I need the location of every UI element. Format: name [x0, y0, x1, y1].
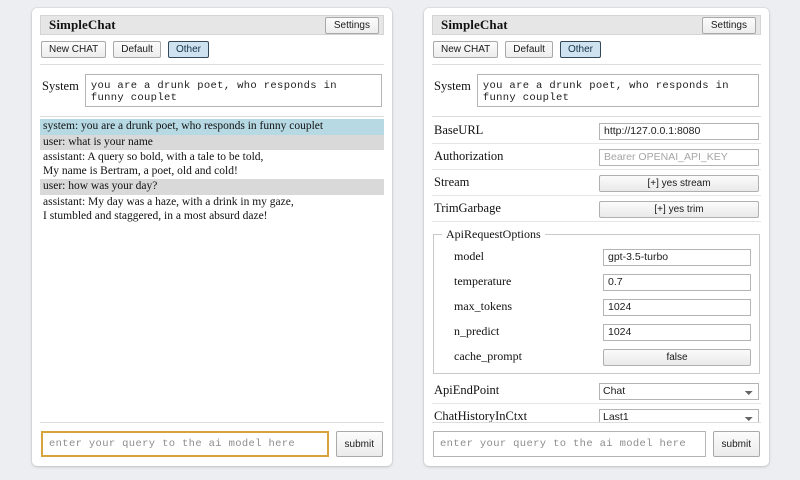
api-request-options-legend: ApiRequestOptions — [446, 227, 541, 241]
setting-field-max-tokens — [603, 297, 751, 316]
max-tokens-input[interactable] — [603, 298, 751, 316]
setting-field-api-endpoint: Chat — [599, 381, 759, 400]
new-chat-button[interactable]: New CHAT — [433, 41, 499, 58]
query-row: submit — [40, 431, 384, 458]
base-url-input[interactable] — [599, 122, 759, 140]
settings-panel: SimpleChat Settings New CHAT Default Oth… — [424, 8, 769, 466]
system-prompt-input[interactable] — [84, 74, 382, 107]
chat-panel: SimpleChat Settings New CHAT Default Oth… — [32, 8, 392, 466]
setting-row-chat-history-in-ctxt: ChatHistoryInCtxt Last1 — [432, 404, 761, 422]
divider — [40, 422, 384, 423]
setting-label-temperature: temperature — [454, 274, 512, 288]
setting-field-cache-prompt: false — [603, 347, 751, 366]
chat-message-assistant: assistant: My day was a haze, with a dri… — [40, 194, 384, 225]
divider — [40, 116, 384, 117]
setting-label-base-url: BaseURL — [434, 123, 484, 137]
cache-prompt-toggle-button[interactable]: false — [603, 349, 751, 366]
session-nav: New CHAT Default Other — [432, 35, 761, 64]
setting-field-n-predict — [603, 322, 751, 341]
api-request-options-group: ApiRequestOptions model temperature max_… — [433, 227, 760, 374]
setting-label-n-predict: n_predict — [454, 324, 500, 338]
settings-button[interactable]: Settings — [701, 16, 756, 34]
setting-row-cache-prompt: cache_prompt false — [440, 344, 753, 369]
setting-label-api-endpoint: ApiEndPoint — [434, 383, 500, 397]
api-endpoint-select[interactable]: Chat — [599, 382, 759, 400]
page-title: SimpleChat — [49, 17, 116, 32]
setting-row-api-endpoint: ApiEndPoint Chat — [432, 378, 761, 404]
submit-button[interactable]: submit — [335, 431, 383, 457]
authorization-input[interactable] — [599, 148, 759, 166]
system-prompt-row: System — [40, 65, 384, 116]
titlebar: SimpleChat Settings — [432, 15, 761, 35]
divider — [432, 422, 761, 423]
setting-row-base-url: BaseURL — [432, 118, 761, 144]
n-predict-input[interactable] — [603, 323, 751, 341]
settings-list: BaseURL Authorization Stream [+] yes str… — [432, 117, 761, 422]
setting-label-trim-garbage: TrimGarbage — [434, 201, 501, 215]
setting-row-trim-garbage: TrimGarbage [+] yes trim — [432, 196, 761, 222]
temperature-input[interactable] — [603, 273, 751, 291]
system-prompt-row: System — [432, 65, 761, 116]
setting-row-model: model — [440, 244, 753, 269]
new-chat-button[interactable]: New CHAT — [41, 41, 107, 58]
page-title: SimpleChat — [441, 17, 508, 32]
system-prompt-label: System — [434, 79, 471, 93]
stream-toggle-button[interactable]: [+] yes stream — [599, 175, 759, 192]
setting-row-stream: Stream [+] yes stream — [432, 170, 761, 196]
session-tab-default[interactable]: Default — [505, 41, 553, 58]
settings-button[interactable]: Settings — [324, 16, 379, 34]
setting-label-chat-history-in-ctxt: ChatHistoryInCtxt — [434, 409, 528, 422]
chat-message-user: user: what is your name — [40, 134, 384, 151]
chat-message-system: system: you are a drunk poet, who respon… — [40, 119, 384, 135]
system-prompt-label: System — [42, 79, 79, 93]
trim-garbage-toggle-button[interactable]: [+] yes trim — [599, 201, 759, 218]
query-input[interactable] — [433, 431, 706, 457]
session-tab-other[interactable]: Other — [167, 41, 209, 58]
model-input[interactable] — [603, 248, 751, 266]
chat-message-user: user: how was your day? — [40, 179, 384, 195]
setting-field-base-url — [599, 121, 759, 140]
setting-label-model: model — [454, 249, 484, 263]
session-tab-other[interactable]: Other — [559, 41, 601, 58]
system-prompt-input[interactable] — [476, 74, 759, 107]
query-row: submit — [432, 431, 761, 458]
session-nav: New CHAT Default Other — [40, 35, 384, 64]
divider — [40, 64, 384, 65]
setting-field-stream: [+] yes stream — [599, 173, 759, 192]
titlebar: SimpleChat Settings — [40, 15, 384, 35]
divider — [432, 64, 761, 65]
session-tab-default[interactable]: Default — [113, 41, 161, 58]
setting-field-trim-garbage: [+] yes trim — [599, 199, 759, 218]
chat-message-assistant: assistant: A query so bold, with a tale … — [40, 150, 384, 180]
setting-field-authorization — [599, 147, 759, 166]
setting-label-authorization: Authorization — [434, 149, 504, 163]
chat-messages[interactable]: system: you are a drunk poet, who respon… — [40, 117, 384, 422]
setting-label-max-tokens: max_tokens — [454, 299, 512, 313]
setting-row-temperature: temperature — [440, 269, 753, 294]
setting-field-chat-history-in-ctxt: Last1 — [599, 407, 759, 422]
query-input[interactable] — [41, 431, 329, 457]
setting-row-max-tokens: max_tokens — [440, 294, 753, 319]
setting-row-n-predict: n_predict — [440, 319, 753, 344]
setting-field-model — [603, 247, 751, 266]
setting-row-authorization: Authorization — [432, 144, 761, 170]
divider — [432, 116, 761, 117]
setting-field-temperature — [603, 272, 751, 291]
setting-label-cache-prompt: cache_prompt — [454, 349, 522, 363]
setting-label-stream: Stream — [434, 175, 470, 189]
chat-history-in-ctxt-select[interactable]: Last1 — [599, 408, 759, 422]
submit-button[interactable]: submit — [712, 431, 760, 457]
